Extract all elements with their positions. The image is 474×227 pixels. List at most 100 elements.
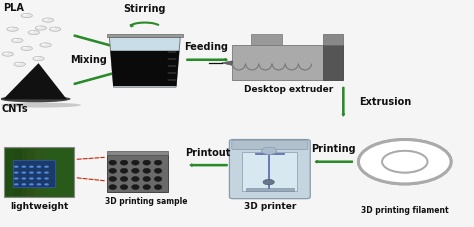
- FancyBboxPatch shape: [107, 151, 168, 155]
- Ellipse shape: [132, 177, 139, 182]
- Ellipse shape: [30, 32, 34, 33]
- FancyBboxPatch shape: [229, 140, 310, 199]
- Ellipse shape: [120, 185, 128, 190]
- Polygon shape: [110, 52, 179, 87]
- Ellipse shape: [23, 15, 27, 17]
- Ellipse shape: [11, 39, 23, 43]
- Text: lightweight: lightweight: [10, 201, 69, 210]
- Circle shape: [14, 172, 18, 174]
- Ellipse shape: [109, 169, 117, 173]
- Text: 3D printing filament: 3D printing filament: [361, 206, 448, 215]
- FancyBboxPatch shape: [22, 149, 44, 197]
- Ellipse shape: [132, 169, 139, 173]
- Text: CNTs: CNTs: [1, 103, 28, 113]
- Circle shape: [29, 166, 34, 168]
- FancyBboxPatch shape: [251, 35, 282, 46]
- Text: Extrusion: Extrusion: [359, 96, 411, 106]
- Ellipse shape: [2, 53, 13, 57]
- Ellipse shape: [28, 31, 39, 35]
- Circle shape: [29, 172, 34, 174]
- Circle shape: [44, 178, 49, 180]
- Ellipse shape: [13, 40, 18, 41]
- FancyBboxPatch shape: [242, 152, 298, 191]
- Ellipse shape: [42, 19, 54, 23]
- Ellipse shape: [120, 169, 128, 173]
- Polygon shape: [222, 62, 232, 66]
- Circle shape: [29, 183, 34, 186]
- Circle shape: [36, 183, 41, 186]
- Circle shape: [382, 151, 428, 173]
- FancyBboxPatch shape: [107, 155, 168, 192]
- Ellipse shape: [7, 28, 18, 32]
- Text: PLA: PLA: [3, 3, 24, 13]
- FancyBboxPatch shape: [107, 35, 182, 38]
- Ellipse shape: [21, 14, 32, 19]
- Circle shape: [44, 172, 49, 174]
- Ellipse shape: [23, 48, 27, 49]
- Ellipse shape: [51, 29, 55, 30]
- Circle shape: [21, 178, 26, 180]
- Circle shape: [262, 148, 277, 155]
- Ellipse shape: [143, 160, 151, 165]
- Circle shape: [44, 166, 49, 168]
- Polygon shape: [109, 38, 180, 88]
- Ellipse shape: [49, 28, 61, 32]
- Circle shape: [21, 166, 26, 168]
- Circle shape: [14, 178, 18, 180]
- Ellipse shape: [120, 160, 128, 165]
- Circle shape: [359, 140, 450, 184]
- Text: Printing: Printing: [310, 144, 355, 154]
- Ellipse shape: [44, 20, 48, 21]
- Ellipse shape: [35, 58, 39, 59]
- Ellipse shape: [0, 103, 81, 108]
- Text: 3D printer: 3D printer: [244, 201, 296, 210]
- FancyBboxPatch shape: [232, 141, 308, 150]
- Ellipse shape: [155, 185, 162, 190]
- Circle shape: [36, 166, 41, 168]
- Circle shape: [381, 151, 428, 173]
- Ellipse shape: [143, 169, 151, 173]
- Ellipse shape: [155, 169, 162, 173]
- Ellipse shape: [143, 177, 151, 182]
- Text: Stirring: Stirring: [124, 4, 166, 14]
- Ellipse shape: [9, 29, 13, 30]
- Ellipse shape: [120, 177, 128, 182]
- FancyBboxPatch shape: [246, 188, 294, 191]
- Ellipse shape: [14, 63, 25, 67]
- FancyBboxPatch shape: [323, 35, 343, 46]
- Ellipse shape: [109, 177, 117, 182]
- FancyBboxPatch shape: [12, 160, 55, 187]
- Polygon shape: [3, 64, 67, 100]
- Circle shape: [358, 140, 451, 184]
- Ellipse shape: [109, 160, 117, 165]
- FancyBboxPatch shape: [232, 46, 343, 81]
- Ellipse shape: [21, 47, 32, 51]
- Ellipse shape: [37, 27, 41, 29]
- Ellipse shape: [109, 185, 117, 190]
- Text: 3D printing sample: 3D printing sample: [105, 197, 188, 205]
- Ellipse shape: [16, 64, 20, 65]
- Ellipse shape: [155, 177, 162, 182]
- Ellipse shape: [155, 160, 162, 165]
- Ellipse shape: [143, 185, 151, 190]
- FancyBboxPatch shape: [4, 148, 74, 197]
- Circle shape: [29, 178, 34, 180]
- Circle shape: [263, 180, 274, 185]
- Ellipse shape: [33, 57, 44, 62]
- Text: Mixing: Mixing: [70, 54, 107, 64]
- FancyBboxPatch shape: [323, 46, 343, 81]
- Circle shape: [44, 183, 49, 186]
- Text: Feeding: Feeding: [184, 42, 228, 52]
- Ellipse shape: [35, 27, 46, 31]
- Circle shape: [36, 172, 41, 174]
- Ellipse shape: [42, 44, 46, 46]
- Ellipse shape: [0, 96, 71, 103]
- Ellipse shape: [4, 53, 8, 55]
- Ellipse shape: [40, 44, 51, 48]
- Text: Printout: Printout: [185, 147, 230, 157]
- FancyBboxPatch shape: [5, 149, 27, 197]
- Text: Desktop extruder: Desktop extruder: [245, 84, 334, 93]
- FancyBboxPatch shape: [14, 149, 35, 197]
- Circle shape: [21, 183, 26, 186]
- Ellipse shape: [132, 185, 139, 190]
